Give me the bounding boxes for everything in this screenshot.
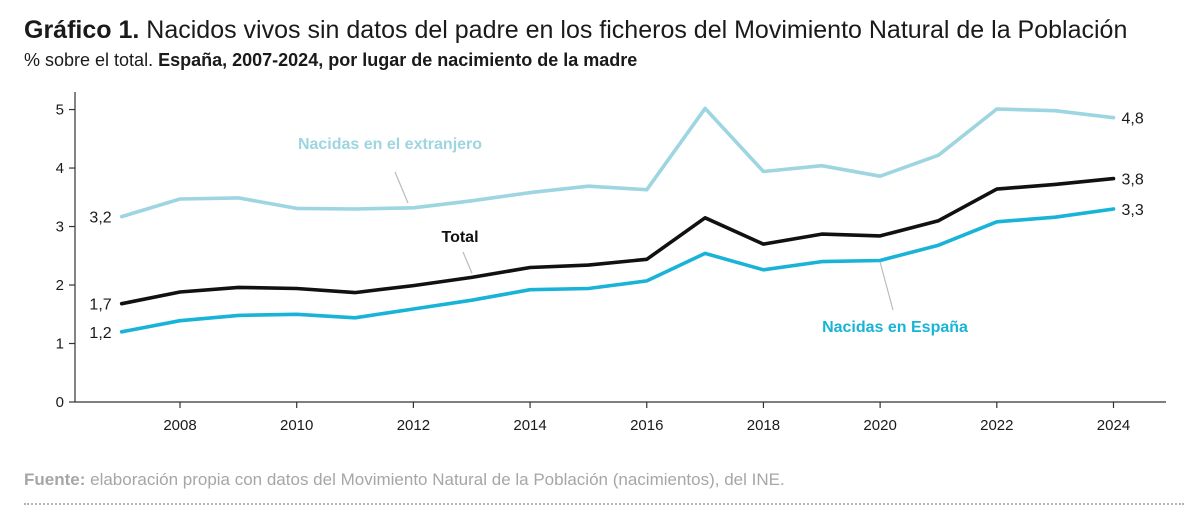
subtitle-normal: % sobre el total. <box>24 50 154 70</box>
title-number: Gráfico 1. <box>24 16 140 44</box>
x-tick-label-2014: 2014 <box>513 417 546 434</box>
series-line-nacidas-en-el-extranjero <box>119 106 1116 219</box>
end-label-total: 3,8 <box>1121 172 1143 189</box>
source-text: elaboración propia con datos del Movimie… <box>90 470 785 489</box>
y-tick-label-0: 0 <box>56 394 64 411</box>
x-tick-label-2024: 2024 <box>1097 417 1130 434</box>
start-label-total: 1,7 <box>89 297 111 314</box>
leader-line-total <box>462 251 473 274</box>
series-line-nacidas-en-espana <box>119 207 1116 334</box>
start-label-nacidas-en-espana: 1,2 <box>89 325 111 342</box>
y-tick-label-3: 3 <box>56 219 64 236</box>
y-tick-label-4: 4 <box>56 160 64 177</box>
leader-line-nacidas-en-el-extranjero <box>394 171 409 204</box>
chart-subtitle: % sobre el total. España, 2007-2024, por… <box>24 48 1184 72</box>
title-text: Nacidos vivos sin datos del padre en los… <box>146 16 1128 44</box>
end-label-nacidas-en-espana: 3,3 <box>1121 202 1143 219</box>
start-label-nacidas-en-el-extranjero: 3,2 <box>89 210 111 227</box>
source-note: Fuente: elaboración propia con datos del… <box>24 470 785 490</box>
x-tick-label-2010: 2010 <box>280 417 313 434</box>
end-label-nacidas-en-el-extranjero: 4,8 <box>1121 111 1143 128</box>
x-tick-label-2012: 2012 <box>397 417 430 434</box>
x-tick-label-2008: 2008 <box>163 417 196 434</box>
series-label-total: Total <box>441 229 478 246</box>
source-label: Fuente: <box>24 470 86 489</box>
y-tick-label-2: 2 <box>56 277 64 294</box>
x-tick-label-2020: 2020 <box>863 417 896 434</box>
x-tick-label-2022: 2022 <box>980 417 1013 434</box>
x-tick-label-2018: 2018 <box>747 417 780 434</box>
y-tick-label-5: 5 <box>56 102 64 119</box>
leader-line-nacidas-en-espana <box>879 261 894 311</box>
dotted-divider <box>24 503 1184 505</box>
chart-title: Gráfico 1. Nacidos vivos sin datos del p… <box>24 14 1184 46</box>
x-tick-label-2016: 2016 <box>630 417 663 434</box>
chart-header: Gráfico 1. Nacidos vivos sin datos del p… <box>24 14 1184 72</box>
series-line-total <box>119 176 1116 306</box>
subtitle-bold: España, 2007-2024, por lugar de nacimien… <box>158 50 638 70</box>
series-label-nacidas-en-espana: Nacidas en España <box>822 319 968 336</box>
series-label-nacidas-en-el-extranjero: Nacidas en el extranjero <box>298 136 482 153</box>
y-tick-label-1: 1 <box>56 336 64 353</box>
